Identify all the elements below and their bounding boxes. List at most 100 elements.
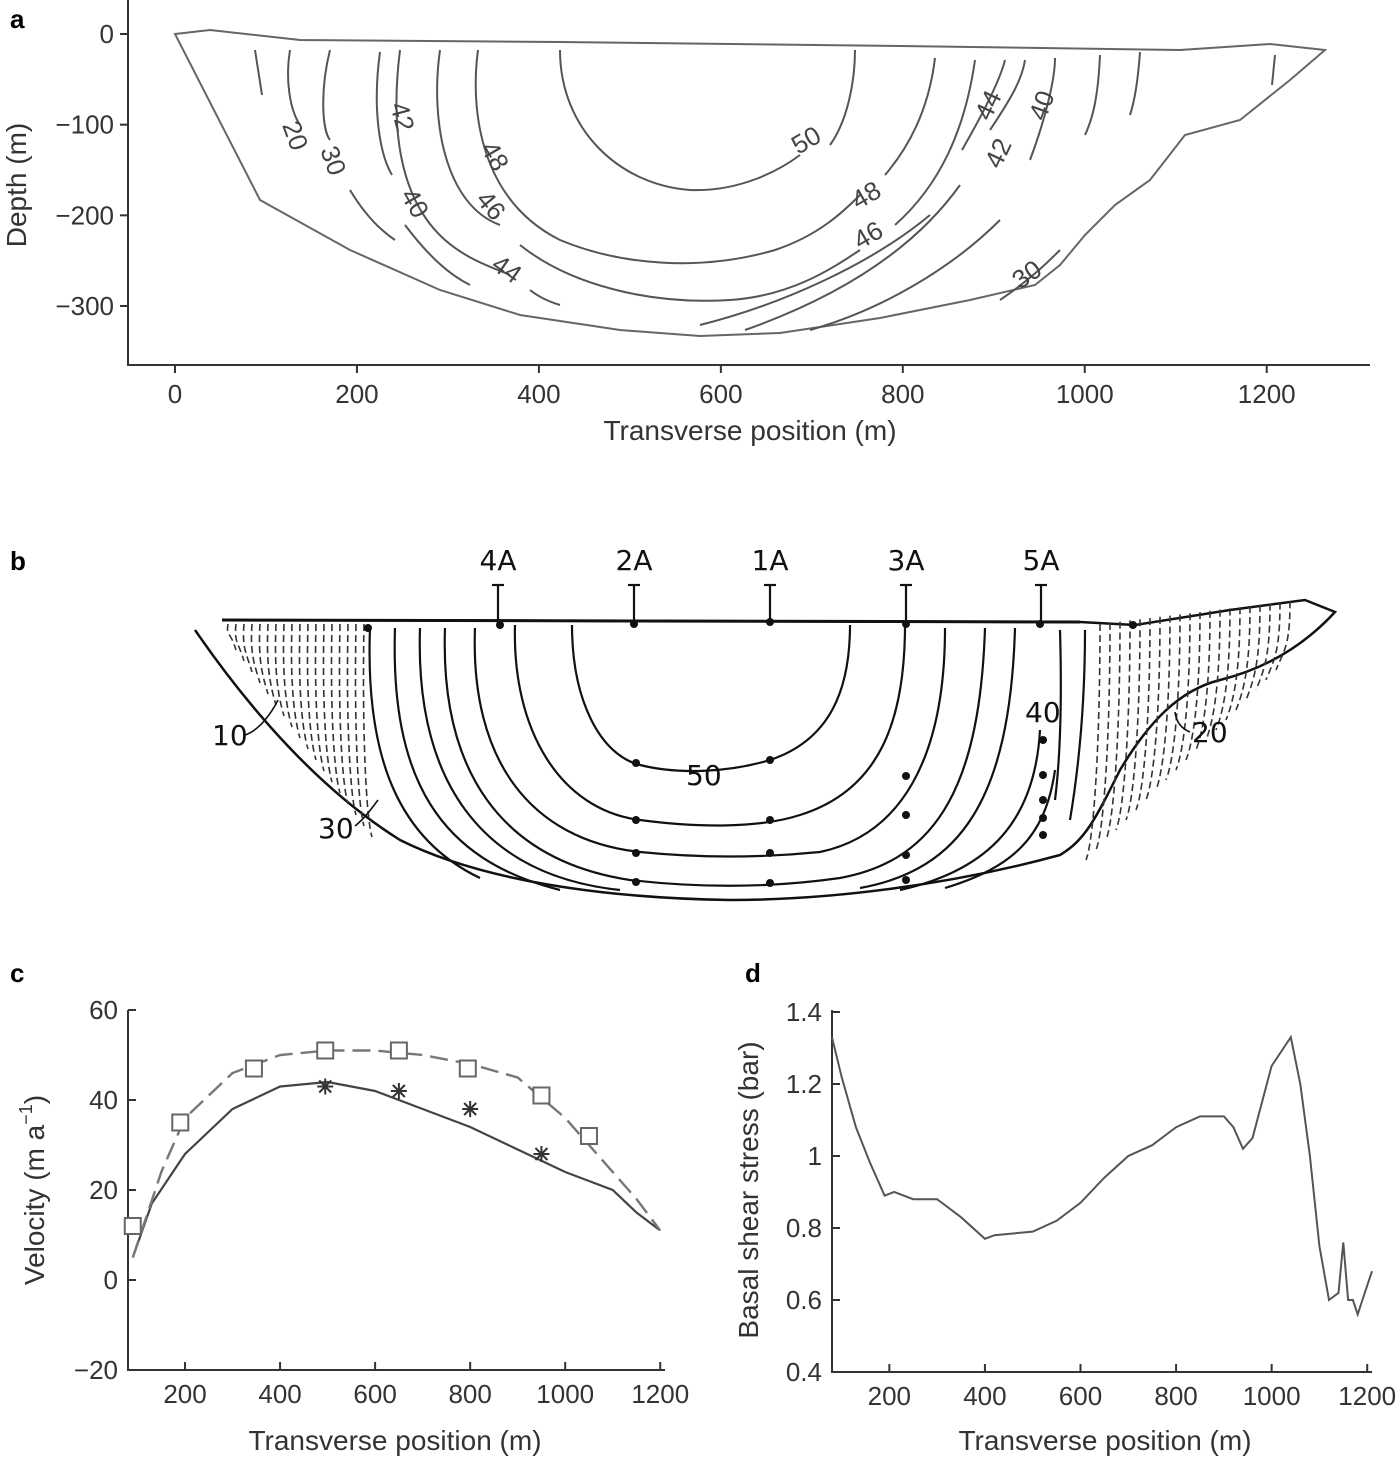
b-dot-23 (1039, 831, 1047, 839)
clabel-42r: 42 (978, 134, 1017, 173)
b-hatch-right-0 (1085, 623, 1101, 861)
contour-50 (559, 49, 801, 192)
b-hatch-right-3 (1115, 620, 1131, 831)
clabel-42: 42 (384, 99, 420, 135)
bcontour-48 (513, 624, 907, 827)
b-hatch-right-19 (1275, 601, 1291, 671)
contour-44d (961, 59, 1006, 151)
b-hatch-left-16 (354, 623, 365, 827)
c-xtick-label-1: 400 (258, 1379, 301, 1409)
d-xtick-label-0: 200 (868, 1381, 911, 1411)
contour-40c (1029, 57, 1056, 161)
contour-46b (519, 244, 861, 302)
panel-d-ylabel: Basal shear stress (bar) (733, 1041, 764, 1338)
b-hatch-right-4 (1125, 619, 1141, 821)
panel-a-xlabel: Transverse position (m) (603, 415, 896, 446)
b-hatch-left-10 (306, 623, 317, 761)
b-hatch-right-2 (1105, 621, 1121, 841)
panel-a-label: a (10, 4, 25, 34)
b-hatch-right-8 (1165, 614, 1181, 781)
b-hatch-right-10 (1185, 611, 1201, 761)
b-dot-7 (632, 759, 640, 767)
panel-b-contours (368, 624, 1087, 892)
contour-right-1 (1084, 54, 1101, 136)
c-series-solid (131, 1080, 661, 1258)
c-square-2 (244, 1059, 263, 1078)
panel-b-margin-hatching (226, 601, 1291, 861)
panel-b-surface (221, 618, 1081, 624)
b-dot-9 (902, 772, 910, 780)
b-hatch-left-3 (250, 623, 261, 684)
bcontour-34 (1068, 629, 1087, 821)
c-ytick-label-1: 40 (89, 1085, 118, 1115)
c-square-3 (316, 1041, 335, 1060)
c-xtick-label-0: 200 (163, 1379, 206, 1409)
clabel-40r: 40 (1022, 87, 1060, 124)
c-star-0-stroke-3 (318, 1079, 332, 1094)
b-stake-label-4: 5A (1023, 544, 1060, 577)
panel-a-yticks: 0 −100 −200 −300 (55, 19, 128, 321)
c-star-2-stroke-3 (463, 1102, 477, 1116)
c-xtick-label-5: 1200 (631, 1379, 689, 1409)
b-hatch-right-15 (1235, 605, 1251, 711)
c-star-1-stroke-3 (392, 1084, 406, 1098)
contour-30 (322, 49, 331, 141)
panel-d-plot (831, 1034, 1373, 1318)
contour-44c (699, 214, 931, 326)
contour-46c (894, 59, 976, 226)
b-hatch-left-11 (314, 623, 325, 772)
b-hatch-left-4 (258, 623, 269, 695)
b-stake-label-1: 2A (616, 544, 653, 577)
clabel-44: 44 (487, 248, 528, 289)
panel-b-label-20: 20 (1192, 716, 1228, 749)
b-hatch-right-7 (1155, 615, 1171, 791)
c-ytick-label-4: −20 (74, 1355, 118, 1385)
c-ytick-label-3: 0 (104, 1265, 118, 1295)
c-star-3-stroke-3 (534, 1147, 549, 1161)
a-ytick-label-0: 0 (100, 19, 114, 49)
b-dot-16 (632, 878, 640, 886)
contour-30b (349, 189, 396, 241)
b-dot-10 (632, 816, 640, 824)
panel-b-label: b (10, 546, 26, 576)
b-dot-8 (766, 756, 774, 764)
d-series-basal-stress (831, 1034, 1373, 1318)
d-ytick-label-1: 1.2 (786, 1069, 822, 1099)
panel-b-measurement-dots (364, 618, 1137, 887)
b-hatch-right-9 (1175, 613, 1191, 771)
a-xtick-label-1: 200 (335, 379, 378, 409)
contour-40b (809, 219, 1001, 331)
panel-b-label-10: 10 (212, 719, 248, 752)
panel-c-yticks: 60 40 20 0 −20 (74, 995, 136, 1385)
b-hatch-left-1 (234, 623, 245, 662)
panel-a: a 0 200 400 600 800 1000 1200 0 −100 −200 −300 Tr… (1, 0, 1370, 446)
b-dot-22 (1039, 814, 1047, 822)
b-hatch-right-17 (1255, 603, 1271, 691)
panel-d: d 200 400 600 800 1000 1200 1.41.210.80.60.4 … (733, 958, 1396, 1456)
a-xtick-label-4: 800 (881, 379, 924, 409)
c-square-1 (171, 1113, 190, 1132)
c-ytick-label-2: 20 (89, 1175, 118, 1205)
b-stake-label-3: 3A (888, 544, 925, 577)
panel-b-label-50: 50 (686, 759, 722, 792)
panel-c-xticks: 200 400 600 800 1000 1200 (163, 1362, 689, 1409)
contour-42b (744, 184, 961, 331)
contour-42c (989, 59, 1026, 131)
c-xtick-label-2: 600 (353, 1379, 396, 1409)
a-ytick-label-2: −200 (55, 200, 114, 230)
b-hatch-left-6 (274, 623, 285, 717)
b-dot-0 (364, 624, 372, 632)
bcontour-50 (570, 624, 852, 773)
b-dot-18 (902, 876, 910, 884)
d-ytick-label-0: 1.4 (786, 997, 822, 1027)
b-dot-14 (766, 849, 774, 857)
c-square-0 (123, 1217, 142, 1235)
panel-c-xlabel: Transverse position (m) (248, 1425, 541, 1456)
bcontour-38 (368, 627, 481, 879)
contour-right-3 (1271, 54, 1276, 86)
bcontour-46 (473, 627, 947, 858)
panel-b: b 4A 2A 1A 3A 5A 10 30 40 50 (10, 544, 1338, 902)
panel-b-glacier-outline (193, 598, 1338, 902)
d-xtick-label-2: 600 (1059, 1381, 1102, 1411)
